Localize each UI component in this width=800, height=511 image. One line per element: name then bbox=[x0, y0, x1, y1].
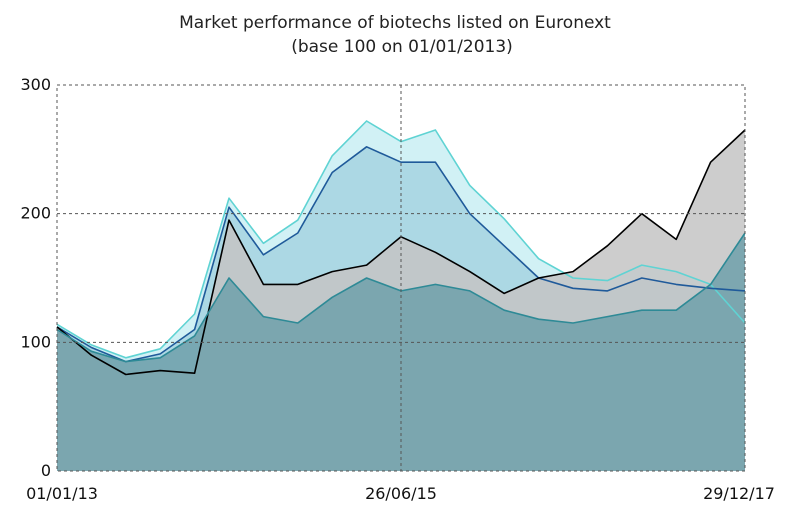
x-tick-label: 26/06/15 bbox=[365, 484, 437, 503]
chart-subtitle: (base 100 on 01/01/2013) bbox=[291, 37, 513, 57]
y-tick-label: 300 bbox=[20, 75, 51, 94]
y-tick-label: 0 bbox=[41, 461, 51, 480]
series-1-line bbox=[56, 146, 746, 363]
y-tick-label: 200 bbox=[20, 204, 51, 223]
x-tick-label: 01/01/13 bbox=[26, 484, 98, 503]
x-tick-label: 29/12/17 bbox=[703, 484, 775, 503]
y-axis: 0 100 200 300 bbox=[20, 75, 51, 480]
x-axis: 01/01/13 26/06/15 29/12/17 bbox=[26, 484, 775, 503]
chart-title: Market performance of biotechs listed on… bbox=[179, 13, 611, 33]
grid bbox=[56, 84, 746, 472]
y-tick-label: 100 bbox=[20, 332, 51, 351]
